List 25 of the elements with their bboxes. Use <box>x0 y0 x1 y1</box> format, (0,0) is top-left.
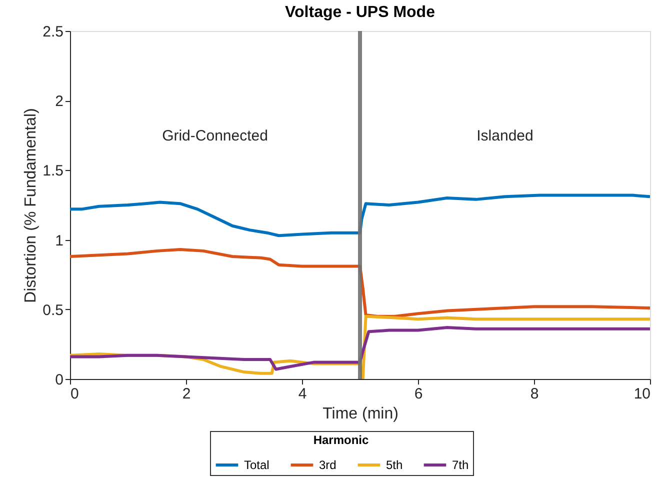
legend-label: 7th <box>452 458 469 472</box>
x-tick-label: 6 <box>414 386 423 402</box>
chart-title: Voltage - UPS Mode <box>285 4 436 21</box>
annotation: Islanded <box>476 127 534 144</box>
y-tick-label: 1.5 <box>42 162 64 180</box>
x-axis-title: Time (min) <box>322 406 398 422</box>
y-tick-label: 0 <box>55 372 64 388</box>
legend-label: Total <box>244 458 270 472</box>
legend-label: 5th <box>386 458 403 472</box>
y-tick-label: 2.5 <box>42 24 64 40</box>
x-tick-label: 8 <box>530 386 539 402</box>
legend-label: 3rd <box>319 458 336 472</box>
line-series <box>70 194 650 238</box>
y-tick-label: 2 <box>55 93 64 110</box>
legend-title: Harmonic <box>313 433 369 447</box>
x-tick-label: 10 <box>634 386 650 402</box>
y-tick-label: 0.5 <box>42 302 64 319</box>
y-tick-label: 1 <box>55 232 64 250</box>
x-tick-label: 2 <box>182 386 191 402</box>
x-tick-label: 0 <box>70 386 79 402</box>
y-axis-title: Distortion (% Fundamental) <box>22 108 40 303</box>
line-series <box>70 248 650 318</box>
line-series <box>70 326 650 371</box>
x-tick-label: 4 <box>298 386 307 402</box>
annotation: Grid-Connected <box>162 127 268 144</box>
